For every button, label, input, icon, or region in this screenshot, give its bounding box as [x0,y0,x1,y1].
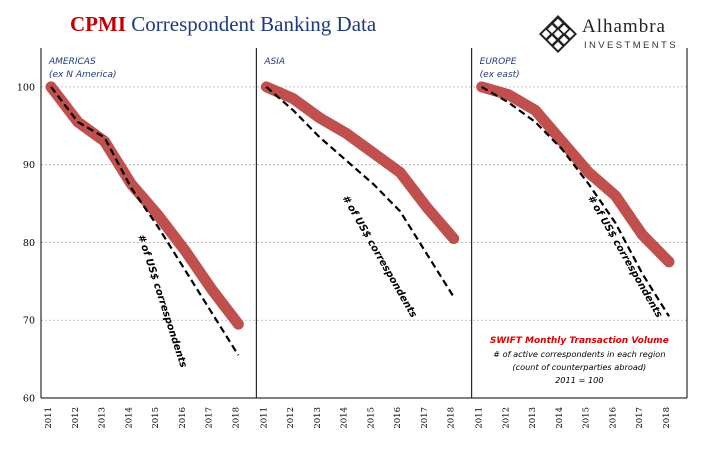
x-tick-label-asia-2017: 2017 [420,407,430,429]
logo-subtitle: INVESTMENTS [584,40,678,51]
x-tick-label-europe-2017: 2017 [635,407,645,429]
y-tick-label-90: 90 [23,160,35,171]
panel-title-asia: ASIA [263,57,285,67]
annotation-line2: (count of counterparties abroad) [512,362,646,372]
swift-line-asia [260,81,460,245]
y-tick-label-100: 100 [17,82,35,93]
x-tick-label-asia-2015: 2015 [366,407,376,429]
logo-name: Alhambra [582,16,666,37]
x-tick-label-europe-2012: 2012 [501,407,511,429]
x-tick-label-americas-2018: 2018 [231,407,241,429]
y-tick-label-70: 70 [23,316,35,327]
panel-title-americas: AMERICAS [48,57,96,67]
annotation-line1: # of active correspondents in each regio… [493,349,665,359]
chart-title-prefix: CPMI [70,12,126,36]
x-tick-label-americas-2012: 2012 [71,407,81,429]
x-tick-label-asia-2013: 2013 [313,407,323,429]
annotation-title: SWIFT Monthly Transaction Volume [490,336,669,346]
panel-title-europe: EUROPE [480,57,517,67]
x-tick-label-asia-2012: 2012 [286,407,296,429]
x-tick-label-americas-2014: 2014 [124,407,134,429]
correspondents-label-asia: # of US$ correspondents [340,194,419,320]
swift-line-europe [476,81,675,268]
correspondents-line-asia [265,86,455,298]
panel-subtitle-europe: (ex east) [480,70,520,80]
x-tick-label-asia-2014: 2014 [340,407,350,429]
x-tick-label-asia-2018: 2018 [447,407,457,429]
chart-title-rest: Correspondent Banking Data [131,12,377,36]
x-tick-label-europe-2018: 2018 [662,407,672,429]
x-tick-label-americas-2013: 2013 [98,407,108,429]
panel-subtitle-americas: (ex N America) [49,70,116,80]
correspondents-line-europe [481,85,670,317]
x-tick-label-americas-2017: 2017 [205,407,215,429]
x-tick-label-europe-2013: 2013 [528,407,538,429]
y-tick-label-80: 80 [23,238,35,249]
x-tick-label-asia-2011: 2011 [259,407,269,429]
correspondents-line-americas [50,86,240,356]
diamond-lattice-icon [539,15,577,53]
x-tick-label-asia-2016: 2016 [393,407,403,429]
x-tick-label-europe-2015: 2015 [582,407,592,429]
x-tick-label-americas-2011: 2011 [44,407,54,429]
alhambra-logo: Alhambra INVESTMENTS [538,14,698,56]
x-tick-label-europe-2016: 2016 [608,407,618,429]
x-tick-label-americas-2015: 2015 [151,407,161,429]
x-tick-label-europe-2014: 2014 [555,407,565,429]
x-tick-label-europe-2011: 2011 [475,407,485,429]
x-tick-label-americas-2016: 2016 [178,407,188,429]
annotation-line3: 2011 = 100 [555,375,604,385]
chart-title: CPMI Correspondent Banking Data [70,12,376,37]
y-tick-label-60: 60 [23,394,35,405]
